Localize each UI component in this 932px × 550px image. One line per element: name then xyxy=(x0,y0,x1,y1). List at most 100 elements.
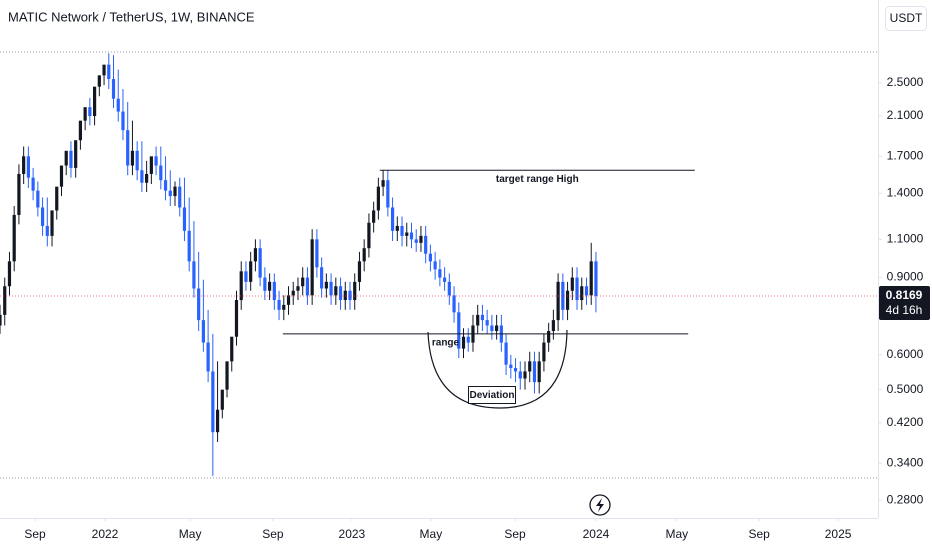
candle-body xyxy=(315,239,319,268)
candle-body xyxy=(357,261,362,282)
candle-body xyxy=(452,295,456,313)
x-tick-label: May xyxy=(420,527,443,541)
candle-body xyxy=(215,409,220,433)
candle-body xyxy=(0,314,2,326)
candle-body xyxy=(267,281,272,291)
candle-body xyxy=(234,300,239,337)
candle-body xyxy=(457,312,461,349)
y-tick-label: 1.1000 xyxy=(887,231,924,245)
candle-body xyxy=(518,371,522,379)
x-tick-label: Sep xyxy=(262,527,284,541)
level-label: range xyxy=(432,337,460,348)
candle-body xyxy=(556,281,560,321)
candle-body xyxy=(26,156,30,178)
candle-body xyxy=(390,207,395,231)
candle-body xyxy=(225,361,229,390)
y-tick-label: 2.5000 xyxy=(887,75,924,89)
level-label: target range High xyxy=(496,174,579,185)
candle-body xyxy=(348,290,352,301)
x-tick-label: May xyxy=(665,527,688,541)
candle-body xyxy=(362,248,366,262)
candle-body xyxy=(495,325,499,332)
y-tick-label: 0.4200 xyxy=(887,415,924,429)
candle-body xyxy=(249,261,253,282)
candle-body xyxy=(178,186,182,208)
candle-body xyxy=(64,150,68,166)
candle-body xyxy=(97,75,101,87)
candle-body xyxy=(338,286,343,301)
candle-body xyxy=(301,277,305,287)
candle-body xyxy=(173,186,177,197)
candle-body xyxy=(182,207,187,231)
candle-body xyxy=(305,277,310,296)
y-tick-label: 0.2800 xyxy=(887,492,924,506)
candle-body xyxy=(542,342,546,362)
currency-label[interactable]: USDT xyxy=(890,11,923,25)
candle-body xyxy=(111,79,116,99)
candle-body xyxy=(126,130,130,166)
candle-body xyxy=(490,325,494,332)
candle-body xyxy=(201,320,205,343)
candle-body xyxy=(547,331,551,343)
candle-body xyxy=(367,222,371,249)
candle-body xyxy=(272,281,276,301)
candle-body xyxy=(509,364,513,369)
candle-body xyxy=(3,286,7,315)
candle-body xyxy=(395,225,399,231)
candle-body xyxy=(580,286,584,301)
replay-icon[interactable] xyxy=(589,494,611,516)
candle-body xyxy=(353,281,357,301)
candle-body xyxy=(263,277,267,291)
candle-body xyxy=(523,371,527,379)
candle-body xyxy=(447,281,451,296)
candle-body xyxy=(197,288,201,321)
icon-bolt[interactable] xyxy=(596,498,604,512)
candle-body xyxy=(575,277,579,301)
candle-body xyxy=(7,261,12,287)
candle-body xyxy=(532,361,537,383)
candle-body xyxy=(561,281,565,310)
x-tick-label: 2024 xyxy=(583,527,610,541)
candle-body xyxy=(22,156,26,174)
candle-body xyxy=(386,180,390,208)
candle-body xyxy=(433,261,437,270)
candle-body xyxy=(528,361,532,372)
deviation-arc xyxy=(427,329,568,409)
y-tick-label: 0.5000 xyxy=(887,382,924,396)
y-tick-label: 1.4000 xyxy=(887,186,924,200)
candle-body xyxy=(69,150,73,168)
candle-body xyxy=(504,342,508,365)
currency-button[interactable] xyxy=(885,6,927,31)
chart-title: MATIC Network / TetherUS, 1W, BINANCE xyxy=(8,9,255,24)
candle-body xyxy=(239,271,243,301)
candle-body xyxy=(277,300,281,310)
x-tick-label: Sep xyxy=(748,527,770,541)
candle-body xyxy=(419,235,423,243)
candle-body xyxy=(12,214,16,262)
candle-body xyxy=(428,253,433,262)
candle-body xyxy=(107,64,111,80)
candle-body xyxy=(424,235,428,254)
candle-body xyxy=(244,271,248,282)
y-tick-label: 1.7000 xyxy=(887,149,924,163)
candle-body xyxy=(145,173,149,183)
candle-body xyxy=(485,320,489,326)
candle-body xyxy=(230,336,234,362)
candle-body xyxy=(253,248,258,262)
candle-body xyxy=(59,165,64,187)
candle-body xyxy=(88,107,92,117)
candle-body xyxy=(372,210,376,223)
candle-body xyxy=(92,86,97,117)
candle-body xyxy=(102,64,106,76)
x-tick-label: 2023 xyxy=(339,527,366,541)
candle-body xyxy=(187,230,191,262)
candle-body xyxy=(320,267,324,289)
candle-body xyxy=(584,286,589,296)
candle-body xyxy=(130,150,135,166)
candle-body xyxy=(400,225,404,236)
candle-body xyxy=(17,173,21,215)
candle-body xyxy=(476,314,480,326)
candle-body xyxy=(140,170,144,183)
